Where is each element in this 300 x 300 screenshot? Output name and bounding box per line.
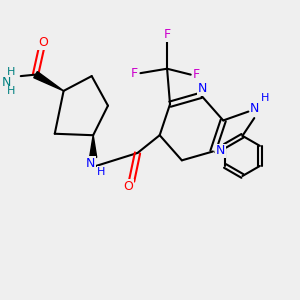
Text: H: H (7, 67, 16, 77)
Text: F: F (193, 68, 200, 81)
Text: H: H (7, 86, 16, 97)
Polygon shape (34, 72, 64, 91)
Text: O: O (123, 180, 133, 193)
Text: N: N (250, 101, 260, 115)
Polygon shape (90, 135, 97, 158)
Text: N: N (1, 76, 11, 88)
Text: N: N (198, 82, 207, 95)
Text: F: F (131, 67, 138, 80)
Text: O: O (38, 36, 48, 49)
Text: H: H (97, 167, 106, 177)
Text: N: N (216, 144, 225, 158)
Text: H: H (261, 93, 270, 103)
Text: F: F (164, 28, 171, 41)
Text: N: N (86, 157, 95, 170)
